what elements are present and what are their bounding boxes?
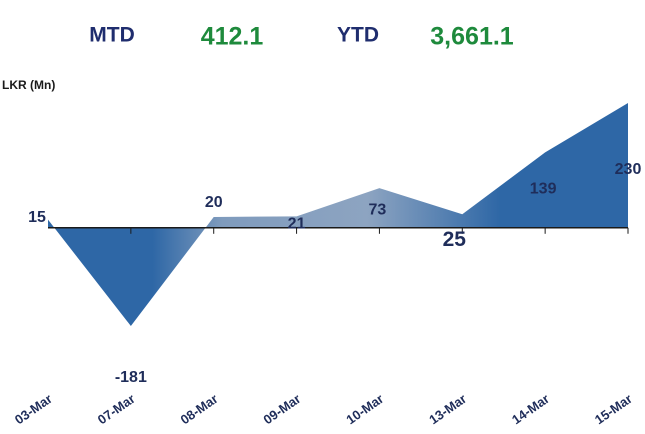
x-tick-label: 09-Mar (260, 391, 303, 427)
data-label: 21 (288, 216, 306, 233)
data-label: 230 (615, 161, 642, 178)
ytd-label: YTD (337, 24, 379, 47)
ytd-value: 3,661.1 (430, 23, 514, 51)
x-tick-label: 03-Mar (12, 391, 55, 427)
mtd-value: 412.1 (201, 23, 264, 51)
x-tick-label: 14-Mar (509, 391, 552, 427)
x-tick-label: 08-Mar (178, 391, 221, 427)
mtd-label: MTD (89, 24, 135, 47)
data-label: 73 (369, 201, 387, 218)
data-label: 139 (530, 181, 557, 198)
data-label: -181 (115, 369, 147, 386)
x-tick-label: 15-Mar (592, 391, 635, 427)
area (48, 103, 628, 326)
x-tick-label: 10-Mar (343, 391, 386, 427)
y-axis-label: LKR (Mn) (2, 78, 55, 92)
x-tick-label: 13-Mar (426, 391, 469, 427)
data-label: 25 (443, 228, 467, 251)
x-tick-label: 07-Mar (95, 391, 138, 427)
data-label: 15 (28, 209, 46, 226)
data-label: 20 (205, 194, 223, 211)
